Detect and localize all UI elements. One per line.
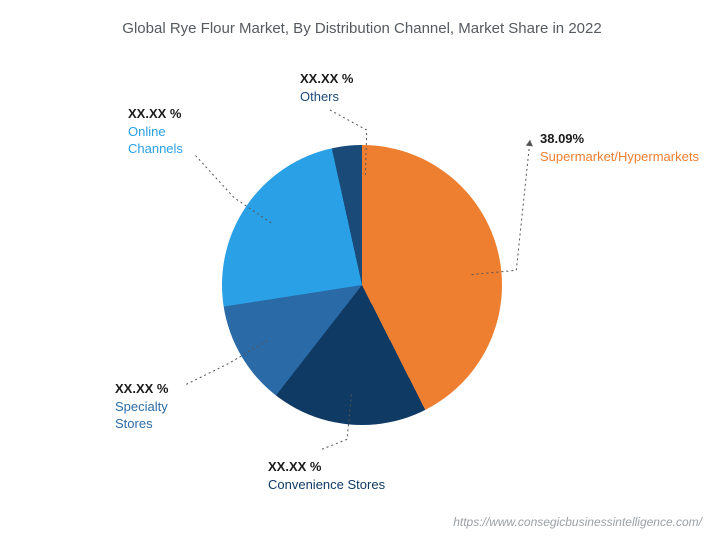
- label-online-name: Online Channels: [128, 123, 183, 158]
- label-online: XX.XX %Online Channels: [128, 105, 183, 158]
- label-supermarket-pct: 38.09%: [540, 130, 699, 148]
- label-specialty-pct: XX.XX %: [115, 380, 168, 398]
- source-url: https://www.consegicbusinessintelligence…: [453, 515, 702, 529]
- label-supermarket-name: Supermarket/Hypermarkets: [540, 148, 699, 166]
- label-convenience: XX.XX %Convenience Stores: [268, 458, 385, 493]
- arrowhead-supermarket: [526, 140, 533, 146]
- pie-chart: [222, 145, 502, 425]
- label-others: XX.XX %Others: [300, 70, 353, 105]
- label-specialty-name: Specialty Stores: [115, 398, 168, 433]
- chart-area: 38.09%Supermarket/HypermarketsXX.XX %Con…: [0, 50, 724, 510]
- label-others-pct: XX.XX %: [300, 70, 353, 88]
- label-supermarket: 38.09%Supermarket/Hypermarkets: [540, 130, 699, 165]
- label-others-name: Others: [300, 88, 353, 106]
- label-convenience-pct: XX.XX %: [268, 458, 385, 476]
- label-online-pct: XX.XX %: [128, 105, 183, 123]
- label-convenience-name: Convenience Stores: [268, 476, 385, 494]
- chart-title: Global Rye Flour Market, By Distribution…: [0, 20, 724, 37]
- label-specialty: XX.XX %Specialty Stores: [115, 380, 168, 433]
